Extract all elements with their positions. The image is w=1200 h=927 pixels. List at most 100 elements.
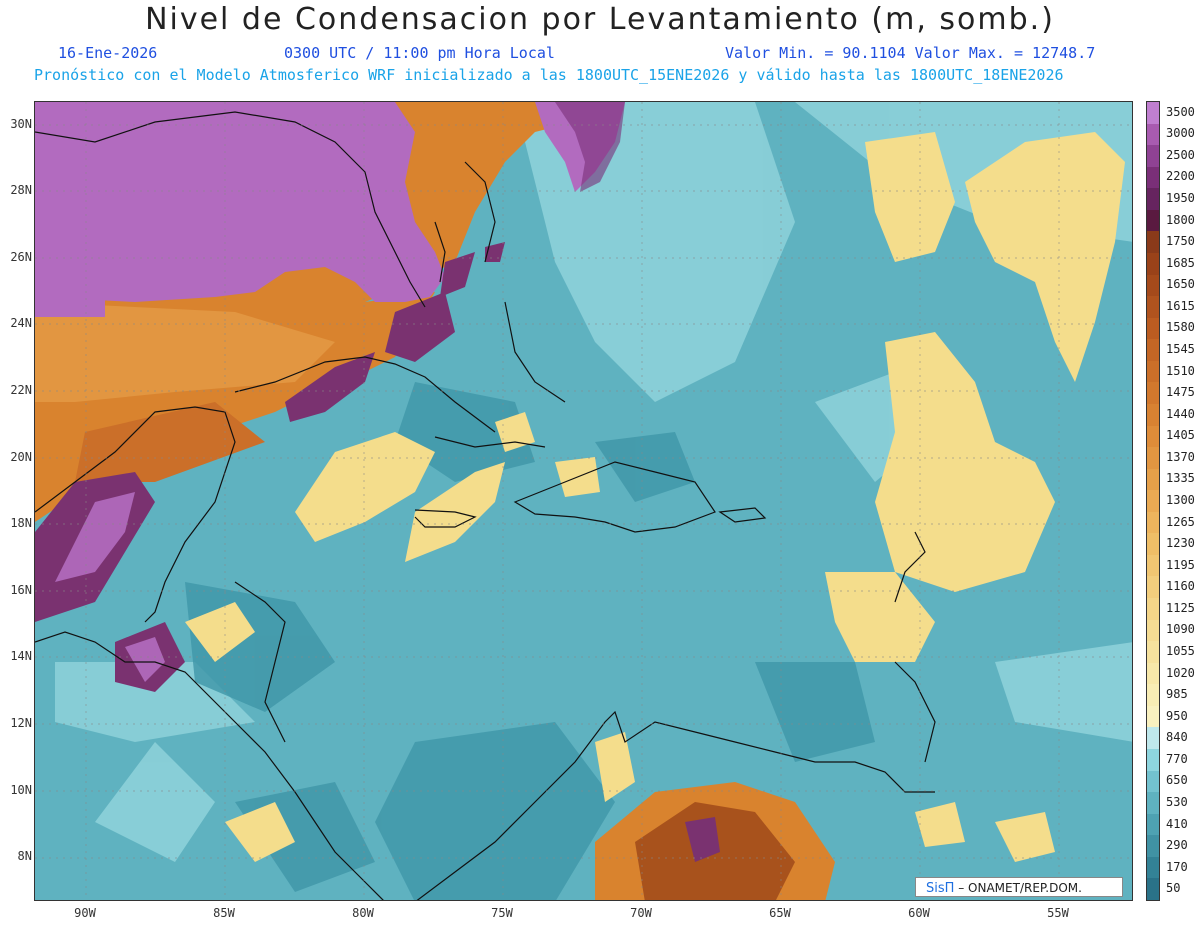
forecast-time: 0300 UTC / 11:00 pm Hora Local <box>284 44 555 62</box>
lat-label: 18N <box>10 516 32 530</box>
colorbar-level-label: 1685 <box>1166 255 1195 270</box>
colorbar-segment <box>1147 382 1159 405</box>
credit-text: – ONAMET/REP.DOM. <box>954 881 1082 895</box>
colorbar-segment <box>1147 813 1159 836</box>
model-info: Pronóstico con el Modelo Atmosferico WRF… <box>34 66 1064 84</box>
lat-label: 12N <box>10 716 32 730</box>
colorbar-segment <box>1147 123 1159 146</box>
colorbar-level-label: 840 <box>1166 730 1188 745</box>
colorbar-segment <box>1147 425 1159 448</box>
lon-label: 70W <box>630 906 652 920</box>
colorbar-level-label: 1090 <box>1166 622 1195 637</box>
colorbar-segment <box>1147 511 1159 534</box>
colorbar-level-label: 2200 <box>1166 169 1195 184</box>
colorbar-level-label: 985 <box>1166 687 1188 702</box>
colorbar-segment <box>1147 576 1159 599</box>
colorbar-segment <box>1147 705 1159 728</box>
lat-label: 26N <box>10 250 32 264</box>
colorbar-segment <box>1147 554 1159 577</box>
colorbar-level-label: 410 <box>1166 816 1188 831</box>
colorbar-segment <box>1147 770 1159 793</box>
lat-label: 22N <box>10 383 32 397</box>
lat-label: 30N <box>10 117 32 131</box>
colorbar-level-label: 1510 <box>1166 363 1195 378</box>
colorbar-segment <box>1147 166 1159 189</box>
lat-label: 24N <box>10 316 32 330</box>
lat-label: 10N <box>10 783 32 797</box>
colorbar-level-label: 1020 <box>1166 665 1195 680</box>
lon-label: 90W <box>74 906 96 920</box>
colorbar-level-label: 1750 <box>1166 234 1195 249</box>
colorbar-segment <box>1147 209 1159 232</box>
colorbar-segment <box>1147 662 1159 685</box>
south-america-heat <box>595 782 835 900</box>
colorbar-segment <box>1147 727 1159 750</box>
colorbar-segment <box>1147 360 1159 383</box>
colorbar-segment <box>1147 188 1159 211</box>
map-title: Nivel de Condensacion por Levantamiento … <box>145 2 1055 37</box>
us-landmass <box>35 102 625 317</box>
colorbar-segment <box>1147 296 1159 319</box>
colorbar-level-label: 1370 <box>1166 449 1195 464</box>
colorbar-segment <box>1147 403 1159 426</box>
colorbar-segment <box>1147 598 1159 621</box>
colorbar-level-label: 1335 <box>1166 471 1195 486</box>
colorbar-segment <box>1147 102 1159 124</box>
colorbar-level-label: 1950 <box>1166 191 1195 206</box>
colorbar-level-label: 1160 <box>1166 579 1195 594</box>
colorbar-segment <box>1147 252 1159 275</box>
colorbar-level-label: 50 <box>1166 881 1181 896</box>
colorbar-segment <box>1147 856 1159 879</box>
colorbar-segment <box>1147 878 1159 901</box>
colorbar-level-label: 950 <box>1166 708 1188 723</box>
colorbar-segment <box>1147 468 1159 491</box>
lat-label: 28N <box>10 183 32 197</box>
colorbar-segment <box>1147 317 1159 340</box>
forecast-date: 16-Ene-2026 <box>58 44 158 62</box>
lon-label: 60W <box>908 906 930 920</box>
colorbar-segment <box>1147 792 1159 815</box>
colorbar-level-label: 770 <box>1166 751 1188 766</box>
colorbar-level-label: 1230 <box>1166 536 1195 551</box>
colorbar-level-label: 170 <box>1166 859 1188 874</box>
colorbar-level-label: 1405 <box>1166 428 1195 443</box>
value-range: Valor Min. = 90.1104 Valor Max. = 12748.… <box>725 44 1096 62</box>
credit-box: SisΠ – ONAMET/REP.DOM. <box>915 877 1123 897</box>
coastlines <box>35 111 936 900</box>
colorbar-segment <box>1147 533 1159 556</box>
colorbar-level-label: 290 <box>1166 838 1188 853</box>
colorbar-segment <box>1147 231 1159 254</box>
colorbar-level-label: 1580 <box>1166 320 1195 335</box>
lon-label: 85W <box>213 906 235 920</box>
lat-label: 8N <box>17 849 32 863</box>
lat-label: 16N <box>10 583 32 597</box>
colorbar-level-label: 1615 <box>1166 298 1195 313</box>
lcl-map <box>34 101 1133 901</box>
colorbar-level-label: 2500 <box>1166 147 1195 162</box>
colorbar-level-label: 3500 <box>1166 104 1195 119</box>
colorbar-level-label: 650 <box>1166 773 1188 788</box>
graticule <box>35 102 1132 900</box>
colorbar-level-label: 1055 <box>1166 643 1195 658</box>
violet-highlight <box>55 492 165 682</box>
colorbar-segment <box>1147 339 1159 362</box>
colorbar-segment <box>1147 835 1159 858</box>
lon-label: 55W <box>1047 906 1069 920</box>
colorbar-segment <box>1147 447 1159 470</box>
colorbar <box>1146 101 1160 901</box>
colorbar-segment <box>1147 619 1159 642</box>
colorbar-level-label: 1800 <box>1166 212 1195 227</box>
colorbar-level-label: 1125 <box>1166 600 1195 615</box>
colorbar-level-label: 1545 <box>1166 342 1195 357</box>
lon-label: 80W <box>352 906 374 920</box>
colorbar-segment <box>1147 641 1159 664</box>
colorbar-level-label: 1300 <box>1166 493 1195 507</box>
colorbar-segment <box>1147 749 1159 772</box>
colorbar-level-label: 3000 <box>1166 126 1195 141</box>
colorbar-level-label: 1650 <box>1166 277 1195 292</box>
colorbar-level-label: 530 <box>1166 794 1188 809</box>
lon-label: 65W <box>769 906 791 920</box>
colorbar-segment <box>1147 684 1159 707</box>
colorbar-segment <box>1147 274 1159 297</box>
lon-label: 75W <box>491 906 513 920</box>
